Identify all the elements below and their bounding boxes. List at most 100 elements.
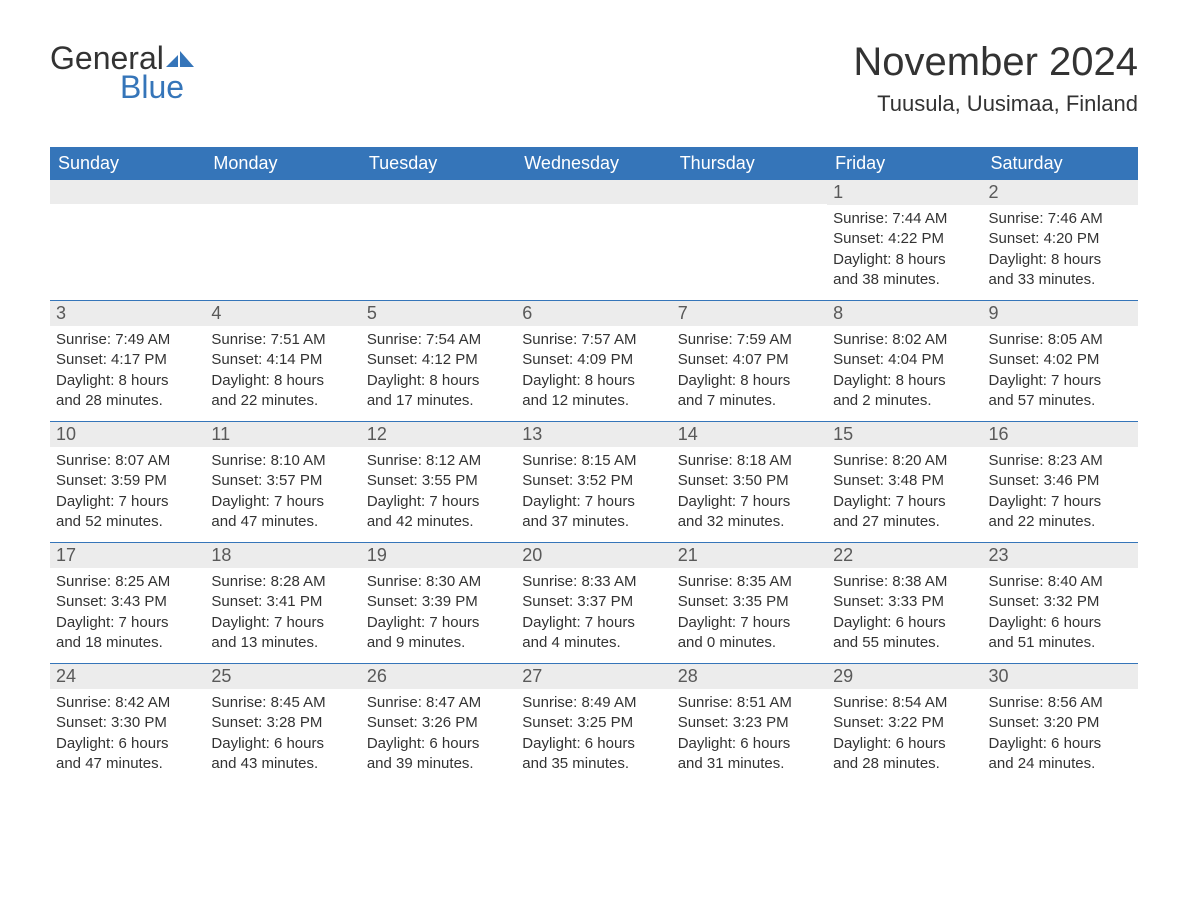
detail-sunrise: Sunrise: 8:47 AM	[367, 693, 510, 713]
detail-sunrise: Sunrise: 8:35 AM	[678, 572, 821, 592]
day-header-monday: Monday	[205, 147, 360, 180]
detail-sunset: Sunset: 3:32 PM	[989, 592, 1132, 612]
day-details: Sunrise: 8:40 AMSunset: 3:32 PMDaylight:…	[983, 568, 1138, 663]
day-cell: 5Sunrise: 7:54 AMSunset: 4:12 PMDaylight…	[361, 301, 516, 421]
day-cell: 15Sunrise: 8:20 AMSunset: 3:48 PMDayligh…	[827, 422, 982, 542]
calendar: SundayMondayTuesdayWednesdayThursdayFrid…	[50, 147, 1138, 784]
day-details: Sunrise: 8:56 AMSunset: 3:20 PMDaylight:…	[983, 689, 1138, 784]
day-details: Sunrise: 8:05 AMSunset: 4:02 PMDaylight:…	[983, 326, 1138, 421]
detail-daylight1: Daylight: 7 hours	[989, 371, 1132, 391]
day-cell: 20Sunrise: 8:33 AMSunset: 3:37 PMDayligh…	[516, 543, 671, 663]
detail-daylight2: and 32 minutes.	[678, 512, 821, 532]
day-cell: 6Sunrise: 7:57 AMSunset: 4:09 PMDaylight…	[516, 301, 671, 421]
header: General Blue November 2024 Tuusula, Uusi…	[50, 40, 1138, 117]
day-cell: 19Sunrise: 8:30 AMSunset: 3:39 PMDayligh…	[361, 543, 516, 663]
detail-daylight2: and 33 minutes.	[989, 270, 1132, 290]
detail-daylight2: and 4 minutes.	[522, 633, 665, 653]
day-details: Sunrise: 8:42 AMSunset: 3:30 PMDaylight:…	[50, 689, 205, 784]
detail-sunrise: Sunrise: 8:23 AM	[989, 451, 1132, 471]
detail-daylight1: Daylight: 8 hours	[211, 371, 354, 391]
logo-text-blue: Blue	[120, 69, 184, 106]
day-details: Sunrise: 7:59 AMSunset: 4:07 PMDaylight:…	[672, 326, 827, 421]
day-cell: 16Sunrise: 8:23 AMSunset: 3:46 PMDayligh…	[983, 422, 1138, 542]
day-details: Sunrise: 7:51 AMSunset: 4:14 PMDaylight:…	[205, 326, 360, 421]
day-cell: 3Sunrise: 7:49 AMSunset: 4:17 PMDaylight…	[50, 301, 205, 421]
day-details: Sunrise: 8:54 AMSunset: 3:22 PMDaylight:…	[827, 689, 982, 784]
day-number: 17	[50, 543, 205, 568]
day-details: Sunrise: 7:54 AMSunset: 4:12 PMDaylight:…	[361, 326, 516, 421]
detail-daylight1: Daylight: 8 hours	[678, 371, 821, 391]
day-cell: 13Sunrise: 8:15 AMSunset: 3:52 PMDayligh…	[516, 422, 671, 542]
day-cell: 1Sunrise: 7:44 AMSunset: 4:22 PMDaylight…	[827, 180, 982, 300]
week-row: 10Sunrise: 8:07 AMSunset: 3:59 PMDayligh…	[50, 421, 1138, 542]
detail-daylight1: Daylight: 7 hours	[678, 492, 821, 512]
day-number: 6	[516, 301, 671, 326]
title-block: November 2024 Tuusula, Uusimaa, Finland	[853, 40, 1138, 117]
day-number: 1	[827, 180, 982, 205]
detail-sunset: Sunset: 3:41 PM	[211, 592, 354, 612]
detail-sunrise: Sunrise: 7:51 AM	[211, 330, 354, 350]
detail-sunrise: Sunrise: 8:33 AM	[522, 572, 665, 592]
detail-daylight1: Daylight: 7 hours	[989, 492, 1132, 512]
detail-sunrise: Sunrise: 7:46 AM	[989, 209, 1132, 229]
detail-daylight2: and 55 minutes.	[833, 633, 976, 653]
day-number	[672, 180, 827, 204]
detail-sunrise: Sunrise: 8:45 AM	[211, 693, 354, 713]
day-number: 25	[205, 664, 360, 689]
day-details: Sunrise: 8:12 AMSunset: 3:55 PMDaylight:…	[361, 447, 516, 542]
day-cell: 11Sunrise: 8:10 AMSunset: 3:57 PMDayligh…	[205, 422, 360, 542]
detail-sunrise: Sunrise: 8:25 AM	[56, 572, 199, 592]
detail-sunrise: Sunrise: 8:15 AM	[522, 451, 665, 471]
day-cell: 18Sunrise: 8:28 AMSunset: 3:41 PMDayligh…	[205, 543, 360, 663]
day-details: Sunrise: 8:07 AMSunset: 3:59 PMDaylight:…	[50, 447, 205, 542]
day-number	[516, 180, 671, 204]
detail-sunset: Sunset: 3:50 PM	[678, 471, 821, 491]
detail-sunrise: Sunrise: 7:59 AM	[678, 330, 821, 350]
day-header-saturday: Saturday	[983, 147, 1138, 180]
detail-sunset: Sunset: 3:22 PM	[833, 713, 976, 733]
month-title: November 2024	[853, 40, 1138, 85]
detail-daylight1: Daylight: 6 hours	[833, 734, 976, 754]
day-number	[205, 180, 360, 204]
detail-daylight1: Daylight: 7 hours	[211, 492, 354, 512]
detail-daylight2: and 31 minutes.	[678, 754, 821, 774]
week-row: 1Sunrise: 7:44 AMSunset: 4:22 PMDaylight…	[50, 180, 1138, 300]
day-number: 21	[672, 543, 827, 568]
day-details: Sunrise: 7:46 AMSunset: 4:20 PMDaylight:…	[983, 205, 1138, 300]
week-row: 24Sunrise: 8:42 AMSunset: 3:30 PMDayligh…	[50, 663, 1138, 784]
day-details: Sunrise: 7:44 AMSunset: 4:22 PMDaylight:…	[827, 205, 982, 300]
detail-sunrise: Sunrise: 8:30 AM	[367, 572, 510, 592]
detail-daylight2: and 28 minutes.	[833, 754, 976, 774]
day-number: 22	[827, 543, 982, 568]
detail-sunset: Sunset: 4:09 PM	[522, 350, 665, 370]
detail-daylight1: Daylight: 6 hours	[833, 613, 976, 633]
detail-daylight1: Daylight: 7 hours	[367, 613, 510, 633]
detail-sunrise: Sunrise: 8:18 AM	[678, 451, 821, 471]
detail-daylight2: and 38 minutes.	[833, 270, 976, 290]
day-details: Sunrise: 8:45 AMSunset: 3:28 PMDaylight:…	[205, 689, 360, 784]
day-details: Sunrise: 8:23 AMSunset: 3:46 PMDaylight:…	[983, 447, 1138, 542]
detail-daylight1: Daylight: 7 hours	[367, 492, 510, 512]
day-number: 10	[50, 422, 205, 447]
detail-sunset: Sunset: 3:33 PM	[833, 592, 976, 612]
day-cell	[50, 180, 205, 300]
day-cell	[361, 180, 516, 300]
detail-daylight2: and 37 minutes.	[522, 512, 665, 532]
day-number: 30	[983, 664, 1138, 689]
day-details: Sunrise: 8:33 AMSunset: 3:37 PMDaylight:…	[516, 568, 671, 663]
day-number: 27	[516, 664, 671, 689]
detail-sunset: Sunset: 3:59 PM	[56, 471, 199, 491]
day-number: 7	[672, 301, 827, 326]
day-number: 26	[361, 664, 516, 689]
day-header-tuesday: Tuesday	[361, 147, 516, 180]
detail-sunset: Sunset: 3:55 PM	[367, 471, 510, 491]
detail-daylight1: Daylight: 8 hours	[367, 371, 510, 391]
detail-sunset: Sunset: 3:57 PM	[211, 471, 354, 491]
detail-sunset: Sunset: 3:26 PM	[367, 713, 510, 733]
day-header-wednesday: Wednesday	[516, 147, 671, 180]
day-number: 5	[361, 301, 516, 326]
detail-daylight2: and 13 minutes.	[211, 633, 354, 653]
detail-daylight1: Daylight: 7 hours	[56, 613, 199, 633]
detail-daylight2: and 22 minutes.	[989, 512, 1132, 532]
detail-daylight2: and 18 minutes.	[56, 633, 199, 653]
